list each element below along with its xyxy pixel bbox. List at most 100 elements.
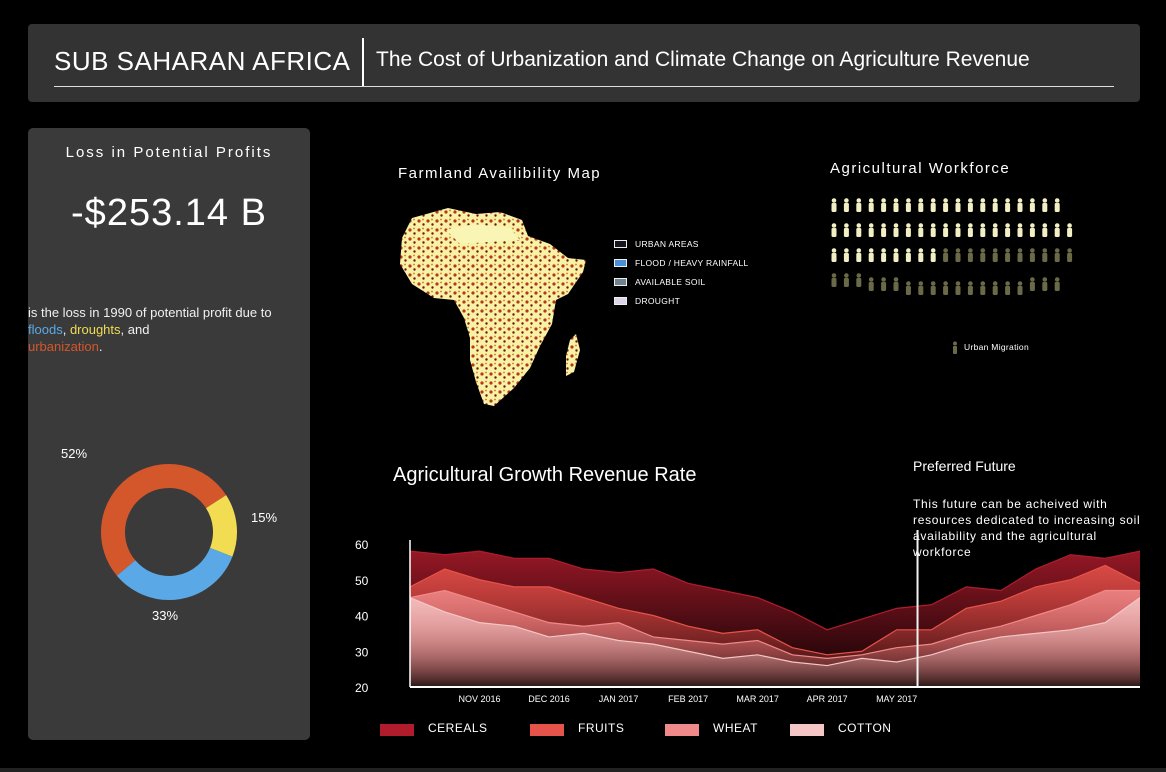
worker-person-icon — [980, 198, 986, 212]
worker-person-icon — [856, 223, 862, 237]
migrant-person-icon — [831, 273, 837, 287]
migrant-person-icon — [955, 248, 961, 262]
migrant-person-icon — [1042, 248, 1048, 262]
worker-person-icon — [930, 198, 936, 212]
worker-person-icon — [918, 248, 924, 262]
migrant-person-icon — [930, 281, 936, 295]
chart-title: Agricultural Growth Revenue Rate — [393, 464, 697, 486]
region-title: SUB SAHARAN AFRICA — [54, 46, 351, 76]
worker-person-icon — [1042, 198, 1048, 212]
worker-person-icon — [843, 198, 849, 212]
migrant-person-icon — [881, 277, 887, 291]
legend-entry-fruits: FRUITS — [530, 720, 624, 736]
worker-person-icon — [893, 198, 899, 212]
sahara-region — [446, 224, 520, 244]
worker-person-icon — [967, 198, 973, 212]
migrant-person-icon — [856, 273, 862, 287]
legend-label: WHEAT — [713, 721, 758, 735]
migrant-person-icon — [868, 277, 874, 291]
droughts-word: droughts — [69, 322, 121, 337]
y-tick-label: 20 — [355, 681, 369, 695]
workforce-pictogram — [831, 198, 1073, 295]
legend-label: FLOOD / HEAVY RAINFALL — [635, 257, 749, 268]
loss-panel: Loss in Potential Profits -$253.14 B is … — [28, 128, 310, 740]
worker-person-icon — [918, 198, 924, 212]
worker-person-icon — [980, 223, 986, 237]
legend-swatch — [614, 258, 627, 267]
migrant-person-icon — [980, 281, 986, 295]
migrant-person-icon — [1005, 248, 1011, 262]
worker-person-icon — [881, 198, 887, 212]
worker-person-icon — [868, 248, 874, 262]
revenue-area-chart: 20 30 40 50 60 NOV 2016 DEC 2016 JAN 2017 FEB 20… — [355, 530, 1141, 704]
worker-person-icon — [1029, 198, 1035, 212]
and-text: , and — [120, 322, 150, 337]
map-legend-item: AVAILABLE SOIL — [614, 272, 749, 291]
worker-person-icon — [1054, 223, 1060, 237]
legend-label: URBAN AREAS — [635, 238, 699, 249]
loss-heading: Loss in Potential Profits — [65, 144, 273, 161]
loss-donut-chart: 52% 15% 33% — [61, 446, 277, 623]
legend-label: CEREALS — [428, 721, 488, 735]
worker-person-icon — [831, 223, 837, 237]
loss-description: is the loss in 1990 of potential profit … — [28, 304, 298, 355]
worker-person-icon — [943, 223, 949, 237]
worker-person-icon — [1067, 223, 1073, 237]
legend-entry-wheat: WHEAT — [665, 720, 758, 736]
legend-swatch — [790, 724, 824, 736]
migrant-person-icon — [918, 281, 924, 295]
donut-label: 15% — [251, 510, 277, 525]
worker-person-icon — [856, 248, 862, 262]
x-tick-label: FEB 2017 — [668, 694, 708, 704]
line-series-wheat — [409, 589, 1140, 660]
x-tick-label: DEC 2016 — [528, 694, 570, 704]
y-tick-label: 30 — [355, 645, 369, 659]
migrant-person-icon — [1017, 248, 1023, 262]
header-divider — [362, 38, 364, 86]
worker-person-icon — [843, 223, 849, 237]
bottom-edge — [0, 768, 1166, 772]
worker-person-icon — [1005, 198, 1011, 212]
migrant-person-icon — [1054, 248, 1060, 262]
migrant-person-icon — [992, 281, 998, 295]
map-legend-item: DROUGHT — [614, 291, 749, 310]
future-title: Preferred Future — [913, 458, 1016, 474]
workforce-title: Agricultural Workforce — [830, 160, 1011, 177]
worker-person-icon — [955, 198, 961, 212]
migrant-person-icon — [992, 248, 998, 262]
madagascar — [566, 334, 580, 376]
worker-person-icon — [881, 248, 887, 262]
worker-person-icon — [930, 223, 936, 237]
line-series-cotton — [409, 597, 1141, 667]
worker-person-icon — [992, 198, 998, 212]
floods-word: floods — [28, 322, 63, 337]
x-tick-label: MAY 2017 — [876, 694, 917, 704]
loss-value: -$253.14 B — [71, 192, 267, 234]
period-text: . — [98, 339, 103, 354]
africa-landmass — [400, 208, 586, 406]
worker-person-icon — [930, 248, 936, 262]
migrant-person-icon — [953, 341, 957, 354]
legend-label: DROUGHT — [635, 295, 681, 306]
migrant-person-icon — [967, 248, 973, 262]
worker-person-icon — [1054, 198, 1060, 212]
migrant-person-icon — [1029, 277, 1035, 291]
legend-swatch — [614, 277, 627, 286]
area-series-cotton — [410, 597, 1140, 687]
x-tick-label: APR 2017 — [807, 694, 848, 704]
worker-person-icon — [1029, 223, 1035, 237]
legend-swatch — [614, 239, 627, 248]
x-tick-label: NOV 2016 — [459, 694, 501, 704]
line-series-fruits — [409, 564, 1141, 656]
migration-legend-label: Urban Migration — [964, 342, 1029, 352]
worker-person-icon — [905, 223, 911, 237]
y-tick-label: 50 — [355, 574, 369, 588]
worker-person-icon — [856, 198, 862, 212]
migrant-person-icon — [943, 248, 949, 262]
migrant-person-icon — [893, 277, 899, 291]
worker-person-icon — [967, 223, 973, 237]
x-tick-label: JAN 2017 — [599, 694, 639, 704]
x-tick-label: MAR 2017 — [736, 694, 779, 704]
legend-label: AVAILABLE SOIL — [635, 276, 706, 287]
worker-person-icon — [992, 223, 998, 237]
